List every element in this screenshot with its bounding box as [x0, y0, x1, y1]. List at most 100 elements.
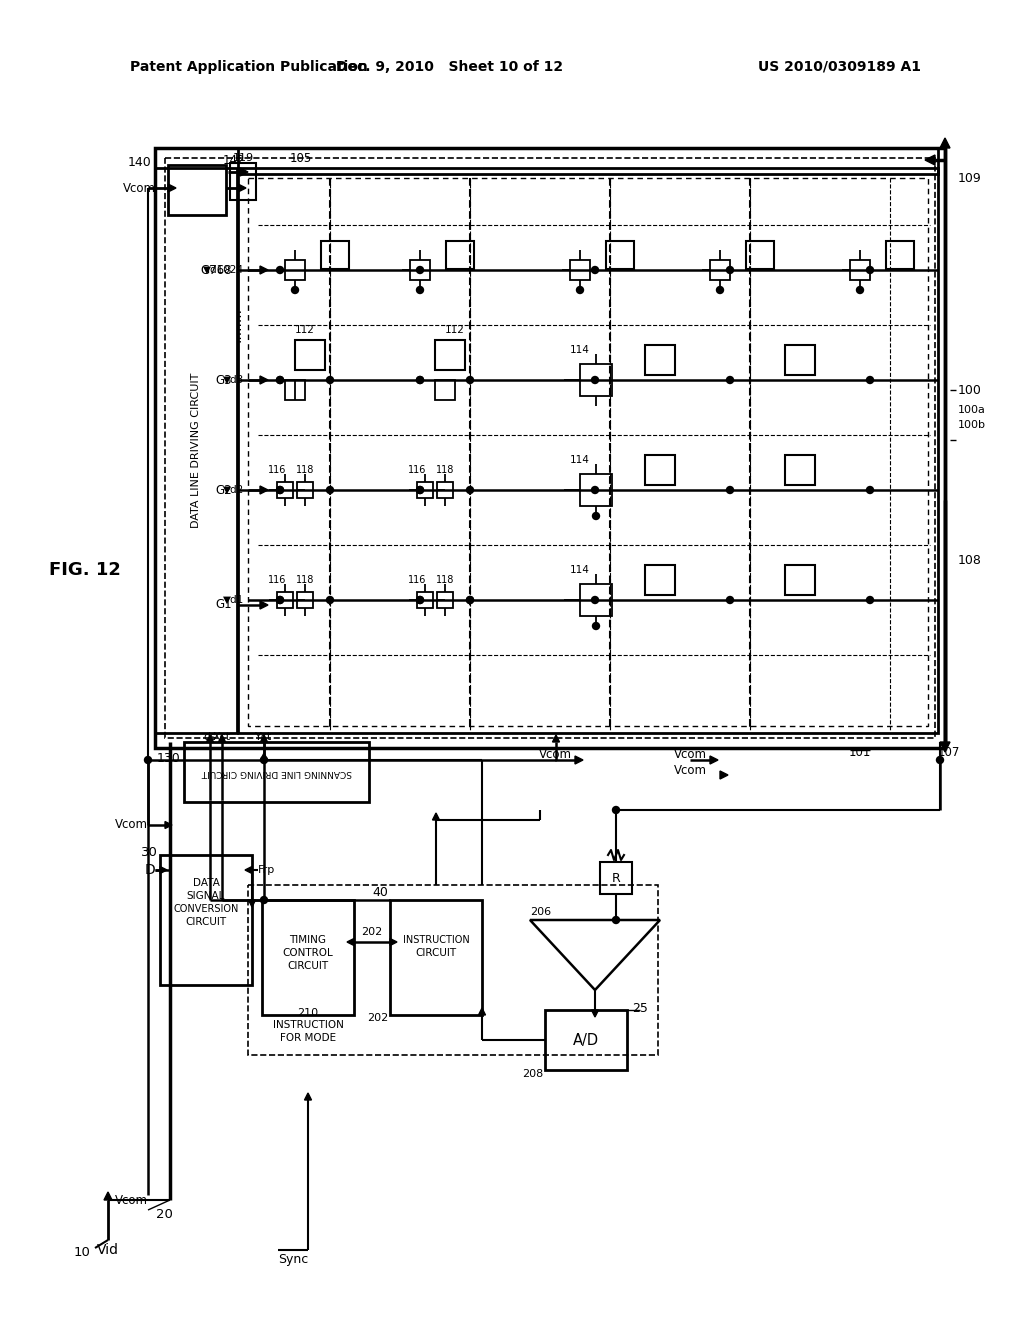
Polygon shape	[553, 735, 559, 742]
Text: CIRCUIT: CIRCUIT	[416, 948, 457, 958]
Text: 202: 202	[361, 927, 383, 937]
Bar	[435, 341, 465, 370]
Bar	[850, 260, 870, 280]
Bar	[645, 455, 675, 484]
Text: G1: G1	[215, 598, 232, 611]
Circle shape	[327, 487, 334, 494]
Text: TIMING: TIMING	[290, 935, 327, 945]
Circle shape	[327, 597, 334, 603]
Text: 108: 108	[958, 553, 982, 566]
Circle shape	[417, 286, 424, 293]
Circle shape	[417, 597, 424, 603]
Text: ▼d1024: ▼d1024	[203, 265, 244, 275]
Circle shape	[467, 597, 473, 603]
Circle shape	[417, 376, 424, 384]
Circle shape	[276, 597, 284, 603]
Text: G768: G768	[201, 264, 232, 276]
Text: 105: 105	[290, 152, 312, 165]
Circle shape	[276, 376, 284, 384]
Bar	[230, 162, 256, 201]
Text: G3: G3	[215, 374, 232, 387]
Circle shape	[593, 512, 599, 520]
Bar	[580, 583, 612, 616]
Bar	[295, 341, 325, 370]
Circle shape	[276, 376, 284, 384]
Polygon shape	[260, 752, 267, 760]
Circle shape	[866, 376, 873, 384]
Bar	[710, 260, 730, 280]
Text: 20: 20	[156, 1209, 173, 1221]
Text: 210: 210	[297, 1008, 318, 1018]
Text: 10: 10	[73, 1246, 90, 1259]
Circle shape	[856, 286, 863, 293]
Bar	[297, 482, 313, 498]
Bar	[248, 178, 928, 726]
Circle shape	[144, 756, 152, 763]
Text: US 2010/0309189 A1: US 2010/0309189 A1	[759, 59, 922, 74]
Circle shape	[467, 597, 473, 603]
Text: ▼d2: ▼d2	[223, 484, 244, 495]
Circle shape	[467, 487, 473, 494]
Circle shape	[276, 487, 284, 494]
Text: CIRCUIT: CIRCUIT	[288, 961, 329, 972]
Text: 118: 118	[436, 576, 455, 585]
Text: 101: 101	[849, 746, 871, 759]
Text: Vcom: Vcom	[115, 1193, 148, 1206]
Polygon shape	[240, 168, 248, 176]
Text: R: R	[611, 871, 621, 884]
Bar	[645, 345, 675, 375]
Text: Sync: Sync	[278, 1254, 308, 1266]
Circle shape	[260, 896, 267, 903]
Text: 109: 109	[958, 172, 982, 185]
Polygon shape	[218, 735, 225, 742]
Text: A/D: A/D	[573, 1032, 599, 1048]
Circle shape	[417, 597, 424, 603]
Text: Vcom: Vcom	[115, 818, 148, 832]
Text: 116: 116	[408, 576, 426, 585]
Bar	[168, 165, 226, 215]
Text: 112: 112	[445, 325, 465, 335]
Text: DATA: DATA	[193, 878, 219, 888]
Circle shape	[717, 286, 724, 293]
Bar	[285, 380, 305, 400]
Text: ▼d3: ▼d3	[223, 375, 244, 385]
Circle shape	[417, 487, 424, 494]
Bar	[184, 742, 369, 803]
Text: DATA LINE DRIVING CIRCUIT: DATA LINE DRIVING CIRCUIT	[191, 372, 201, 528]
Bar	[437, 482, 453, 498]
Text: 112: 112	[295, 325, 315, 335]
Text: 119: 119	[232, 153, 254, 162]
Polygon shape	[207, 735, 213, 742]
Text: Vcom: Vcom	[674, 763, 707, 776]
Circle shape	[276, 267, 284, 273]
Text: CIRCUIT: CIRCUIT	[185, 917, 226, 927]
Polygon shape	[260, 735, 267, 742]
Circle shape	[937, 756, 943, 763]
Circle shape	[327, 376, 334, 384]
Bar	[410, 260, 430, 280]
Text: 100: 100	[958, 384, 982, 396]
Polygon shape	[592, 1010, 598, 1016]
Polygon shape	[160, 866, 167, 874]
Circle shape	[592, 487, 598, 494]
Bar	[886, 242, 914, 269]
Polygon shape	[260, 267, 268, 275]
Bar	[238, 168, 938, 733]
Text: 202: 202	[367, 1012, 388, 1023]
Bar	[746, 242, 774, 269]
Bar	[390, 900, 482, 1015]
Text: SCANNING LINE DRIVING CIRCUIT: SCANNING LINE DRIVING CIRCUIT	[202, 767, 352, 776]
Text: FIG. 12: FIG. 12	[49, 561, 121, 579]
Circle shape	[592, 376, 598, 384]
Polygon shape	[104, 1192, 112, 1200]
Polygon shape	[940, 139, 950, 148]
Bar	[248, 884, 658, 1055]
Bar	[155, 148, 945, 748]
Circle shape	[866, 487, 873, 494]
Polygon shape	[575, 756, 583, 764]
Bar	[785, 455, 815, 484]
Text: 130: 130	[157, 751, 180, 764]
Circle shape	[417, 487, 424, 494]
Text: 107: 107	[938, 746, 961, 759]
Circle shape	[726, 487, 733, 494]
